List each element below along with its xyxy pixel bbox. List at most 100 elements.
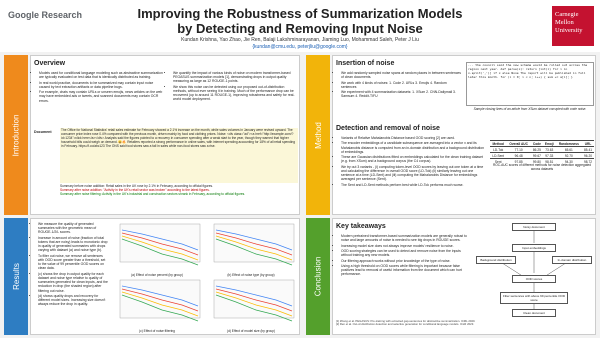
bullet-list: We quantify the impact of various kinds … — [168, 71, 298, 102]
bullets: Models used for conditional language mod… — [34, 71, 164, 104]
table-row: LD-Tok 77.10 86.25 73.63 65.61 85.41 — [490, 146, 594, 153]
caption: ROC-AUC scores of different methods for … — [492, 163, 592, 171]
section-label: Introduction — [11, 114, 21, 156]
bullet: We measure the quality of generated summ… — [38, 222, 109, 235]
logo-line: Carnegie — [555, 11, 579, 18]
heading: Overview — [34, 60, 66, 67]
bullet: In real world practice, documents to be … — [39, 81, 164, 89]
bullet: Increasing model size does not always im… — [341, 244, 470, 248]
bullet: OOD scoring strategies can be used to de… — [341, 249, 470, 257]
summary: Summary after noise addition: "Activity … — [60, 187, 210, 192]
figure-caption: (d) Effect of model size (by group) — [227, 329, 275, 333]
bullets: We quantify the impact of various kinds … — [168, 71, 298, 103]
bullet: The encoder embeddings of a candidate su… — [341, 141, 486, 154]
heading: Key takeaways — [336, 223, 386, 230]
table-cell: 98.51 — [542, 158, 556, 164]
table-cell: 86.25 — [530, 146, 543, 153]
bullet: Using a high threshold on OOD scores whi… — [341, 264, 470, 277]
figure-plot — [119, 223, 201, 266]
table-header: Overall AUC — [506, 140, 531, 147]
node: Input embeddings — [512, 244, 556, 252]
table-row: Sent 97.85 99.80 98.51 94.30 98.72 — [490, 158, 594, 164]
table-cell: 94.30 — [555, 158, 583, 164]
table-cell: Sent — [490, 158, 507, 164]
node: Noisy document — [512, 223, 556, 231]
table-wrap: Method Overall AUC Code Emoji Randomness URL L… — [490, 140, 594, 164]
bullet: These are Gaussian distributions fitted … — [341, 155, 486, 163]
bullet-list: We measure the quality of generated summ… — [33, 222, 109, 307]
bullet: Increase in amount of noise (fraction of… — [38, 236, 109, 253]
emails: {kundan@cmu.edu, peterjliu@google.com} — [252, 44, 348, 50]
figure: (b) Effect of noise type (by group) — [206, 222, 296, 277]
bullet: Models used for conditional language mod… — [39, 71, 164, 79]
bullet: Variants of Relative Mahalanobis Distanc… — [341, 136, 486, 140]
section-bar: Introduction — [4, 55, 28, 215]
bullets: We add randomly sampled noise spans at r… — [336, 71, 461, 100]
figure: (a) Effect of noise percent (by group) — [112, 222, 202, 277]
table-cell: 96.20 — [582, 152, 594, 159]
section-label: Results — [11, 263, 21, 290]
table-cell: 99.80 — [530, 158, 543, 164]
bullet: (d) shows quality drops and recovery for… — [38, 294, 109, 307]
table-cell: 92.70 — [555, 152, 583, 159]
section-bar: Method — [306, 55, 330, 215]
bullet-list: Modern pretrained transformer-based summ… — [336, 234, 470, 277]
table-row: Method Overall AUC Code Emoji Randomness URL — [490, 140, 594, 147]
bullet: We try out 3 variants - (i) computing to… — [341, 165, 486, 182]
logo-line: University — [555, 27, 583, 34]
panel — [332, 55, 596, 215]
caption: Sample closing lines of an article from … — [473, 107, 587, 111]
bullet: To filter out noise, we remove all sente… — [38, 254, 109, 271]
references: [1] Zhang et al. PEGASUS: Pre-training w… — [336, 319, 594, 327]
bullet-list: Variants of Relative Mahalanobis Distanc… — [336, 136, 486, 187]
table-cell: 96.48 — [506, 152, 531, 159]
table-header: Emoji — [542, 140, 556, 147]
header — [0, 0, 600, 52]
figure-plot — [119, 279, 201, 322]
document-label: Document — [34, 130, 52, 134]
logo-right: Carnegie Mellon University — [552, 6, 594, 46]
bullet: We quantify the impact of various kinds … — [173, 71, 298, 84]
table-cell: 98.72 — [582, 158, 594, 164]
bullet: We work with 4 kinds of noises: 1. Code … — [341, 81, 461, 89]
bullets: Variants of Relative Mahalanobis Distanc… — [336, 136, 486, 188]
figure-plot — [213, 223, 295, 266]
summary: Summary after noise filtering: Activity … — [60, 191, 246, 196]
figure-caption: (a) Effect of noise percent (by group) — [131, 273, 183, 277]
table-cell: 97.33 — [542, 152, 556, 159]
bullet: We add randomly sampled noise spans at r… — [341, 71, 461, 79]
logo-line: Mellon — [555, 19, 574, 26]
bullet: For example, chats may contain URLs or u… — [39, 90, 164, 103]
bullet-list: Models used for conditional language mod… — [34, 71, 164, 103]
node: Clean document — [512, 309, 556, 317]
title: Improving the Robustness of Summarizatio… — [137, 6, 463, 21]
bullets: We measure the quality of generated summ… — [33, 222, 109, 308]
table-row: LD-Sent 96.48 99.67 97.33 92.70 96.20 — [490, 152, 594, 159]
reference: [2] Ren et al. Out-of-distribution detec… — [336, 322, 475, 327]
table-cell: 85.41 — [582, 146, 594, 153]
node: In-domain distribution — [552, 256, 592, 264]
table-cell: 65.61 — [555, 146, 583, 153]
table-header: Method — [490, 140, 507, 147]
figure-plot — [213, 279, 295, 322]
bullet: We experiment with 4 summarization datas… — [341, 90, 461, 98]
table-cell: 77.10 — [506, 146, 531, 153]
section-bar: Conclusion — [306, 218, 330, 335]
bullets: Modern pretrained transformer-based summ… — [336, 234, 470, 278]
bullet: Modern pretrained transformer-based summ… — [341, 234, 470, 242]
table-cell: 73.63 — [542, 146, 556, 153]
table-cell: LD-Tok — [490, 146, 507, 153]
figure: (d) Effect of model size (by group) — [206, 278, 296, 333]
document-text: The Office for National Statistics' reta… — [60, 128, 298, 183]
authors: Kundan Krishna, Yao Zhao, Jie Ren, Balaj… — [181, 37, 419, 43]
example-text: ... the council said the new scheme woul… — [466, 62, 594, 106]
node: OOD scores — [512, 275, 556, 283]
title: by Detecting and Removing Input Noise — [177, 21, 423, 36]
heading: Insertion of noise — [336, 60, 395, 67]
bullet: The Sent and LD-Sent methods perform bes… — [341, 183, 486, 187]
node: Background distribution — [476, 256, 516, 264]
summary: Summary before noise addition: Retail sa… — [60, 184, 213, 188]
summaries: Summary before noise addition: Retail sa… — [60, 184, 298, 197]
table-header: URL — [582, 140, 594, 147]
